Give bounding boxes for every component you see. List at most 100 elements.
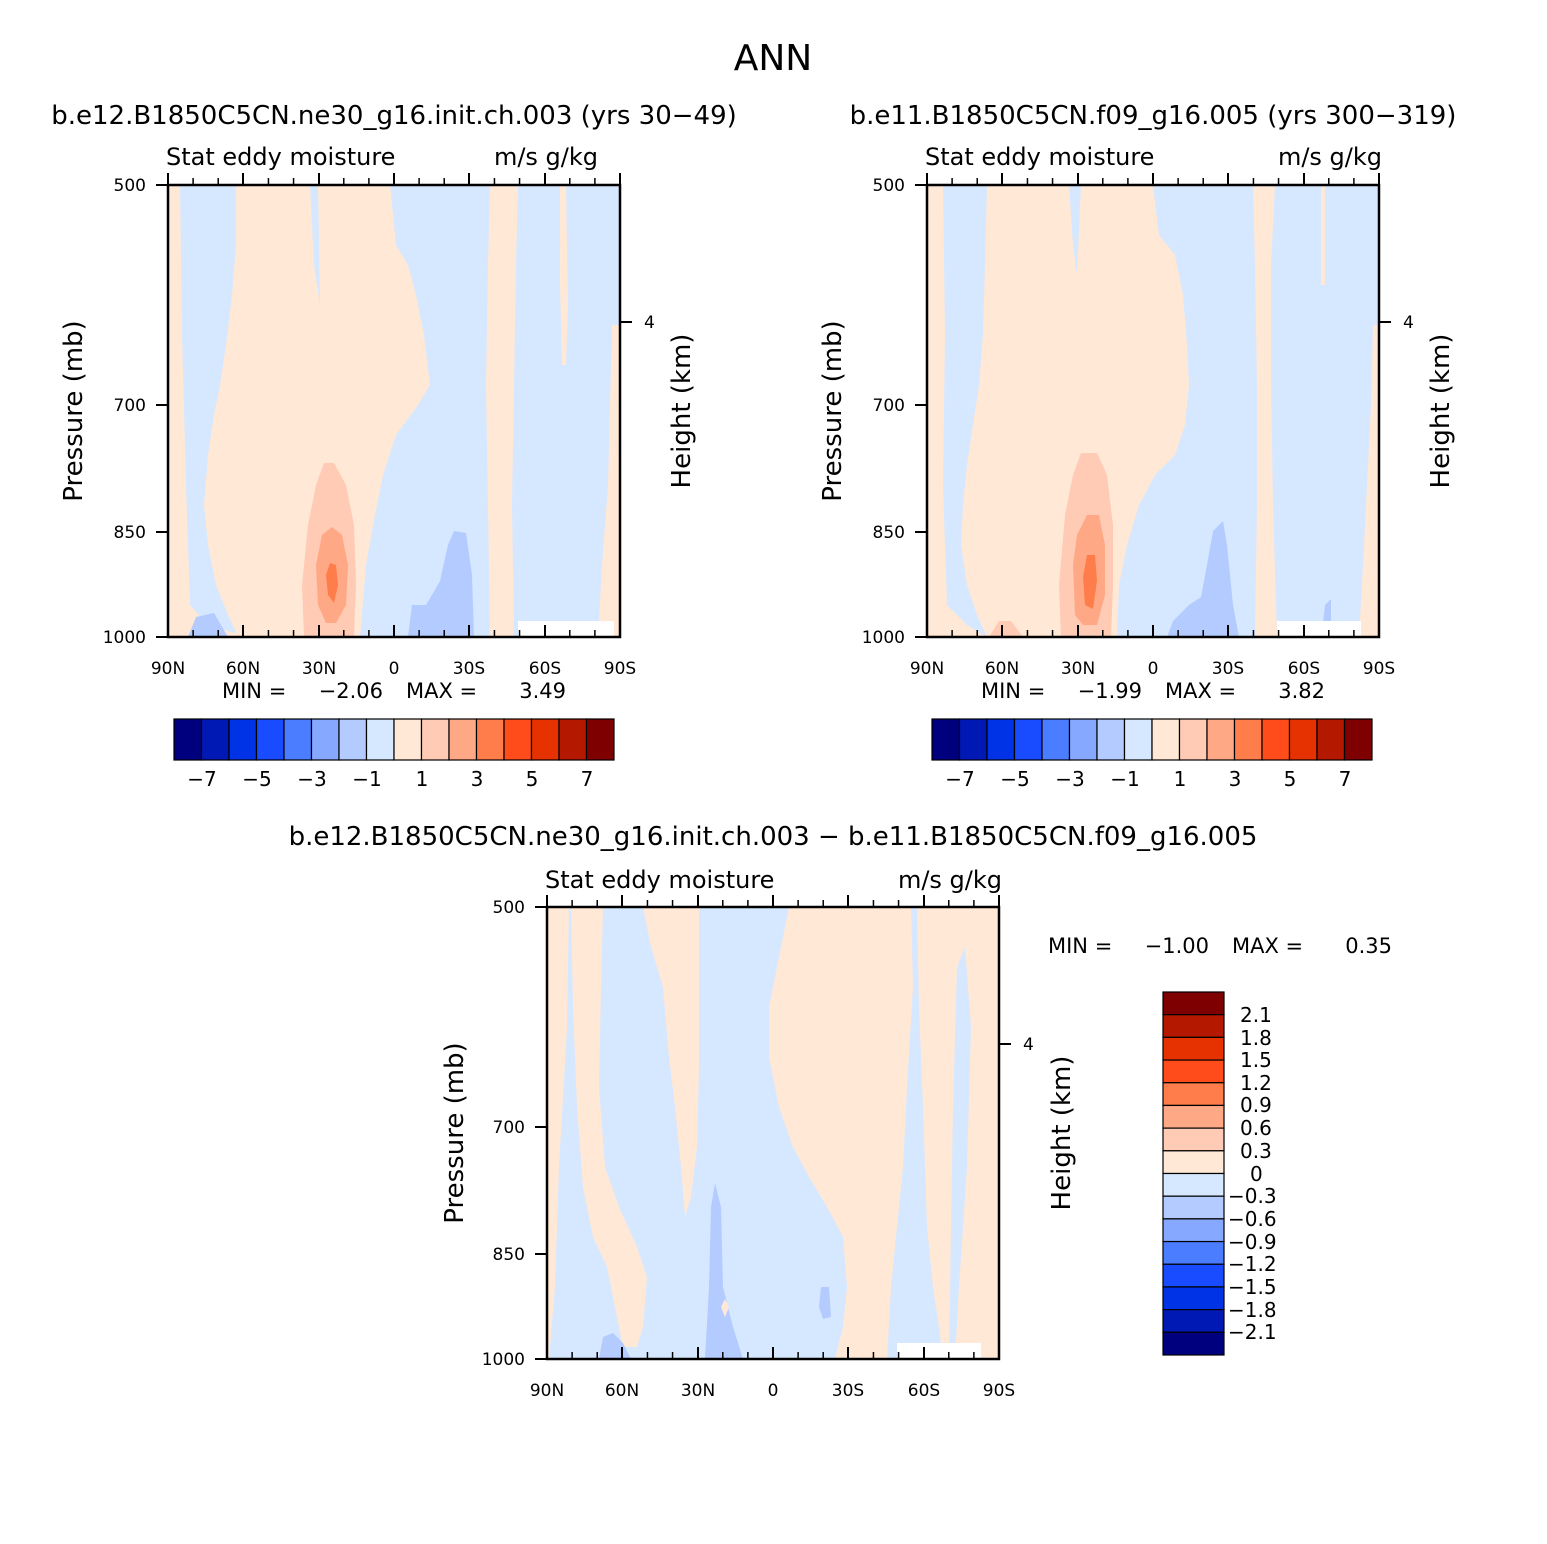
panel-1-xtick-label: 30S (453, 659, 485, 679)
panel-1-plot-area (166, 183, 622, 639)
panel-2-max-value: 3.82 (1278, 679, 1325, 703)
panel-2-minmax: MIN = −1.99 MAX = 3.82 (981, 679, 1325, 703)
colorbar-swatch (1162, 1104, 1225, 1129)
panel-3-region-orange-south-main (769, 907, 913, 1359)
main-title: ANN (734, 38, 813, 79)
panel-2-region-blue2-subtropics (1167, 521, 1239, 637)
colorbar-swatch (1162, 1059, 1225, 1084)
colorbar-swatch (1162, 1218, 1225, 1243)
panel-2-xtick-label: 90S (1363, 659, 1395, 679)
panel-2-xtick-label: 30N (1061, 659, 1095, 679)
panel-1-region-orange-left (168, 185, 248, 637)
panel-3-right-ytick-label: 4 (1023, 1035, 1034, 1055)
panel-2-xtick-label: 60S (1288, 659, 1320, 679)
colorbar-swatch (1068, 718, 1098, 761)
panel-1-colorbar-label: −7 (187, 767, 216, 791)
panel-3-plot-area (545, 905, 1001, 1361)
colorbar-swatch (1162, 1082, 1225, 1107)
panel-1-region-blue2-subtropics (408, 531, 474, 637)
panel-3-min-value: −1.00 (1145, 934, 1209, 958)
panel-3-region-blue2-20n (705, 1183, 743, 1359)
colorbar-swatch (475, 718, 505, 761)
colorbar-swatch (338, 718, 368, 761)
panel-3-colorbar-label: −0.3 (1228, 1184, 1277, 1208)
panel-3-xtick-label: 90S (983, 1381, 1015, 1401)
panel-1-region-orange-south-edge (598, 325, 620, 637)
panel-1-ytick-label: 850 (114, 523, 146, 543)
panel-3-xtick-label: 60N (605, 1381, 639, 1401)
panel-1-missing-data (518, 621, 614, 637)
panel-3-region-orange-spot (721, 1299, 729, 1317)
panel-2-right-ytick-label: 4 (1403, 313, 1414, 333)
panel-3-ytick-label: 700 (493, 1118, 525, 1138)
panel-1-ylabel: Pressure (mb) (59, 320, 89, 501)
panel-1-right-ytick-label: 4 (644, 313, 655, 333)
panel-2-colorbar-label: −5 (1000, 767, 1029, 791)
panel-2-xtick-label: 30S (1212, 659, 1244, 679)
panel-3-colorbar-label: −1.2 (1228, 1252, 1277, 1276)
colorbar-swatch (1316, 718, 1346, 761)
colorbar-swatch (1288, 718, 1318, 761)
panel-3-min-label: MIN = (1048, 934, 1112, 958)
colorbar-swatch (530, 718, 560, 761)
panel-2-ylabel: Pressure (mb) (818, 320, 848, 501)
panel-2-right-string: m/s g/kg (1278, 143, 1382, 171)
panel-1-max-value: 3.49 (519, 679, 566, 703)
colorbar-swatch (173, 718, 203, 761)
colorbar-swatch (1178, 718, 1208, 761)
panel-1-region-orange-main (204, 185, 430, 637)
panel-3-ylabel: Pressure (mb) (440, 1042, 470, 1223)
colorbar-swatch (958, 718, 988, 761)
panel-1-max-label: MAX = (406, 679, 477, 703)
panel-2-x-ticks (915, 173, 1391, 638)
colorbar-swatch (1123, 718, 1153, 761)
colorbar-swatch (1162, 1331, 1225, 1356)
panel-1-region-orange-narrow-60s (486, 185, 518, 637)
panel-3-colorbar (1162, 991, 1225, 1356)
panel-2-xtick-label: 90N (910, 659, 944, 679)
panel-3-ytick-label: 850 (493, 1245, 525, 1265)
panel-1-xtick-label: 60S (529, 659, 561, 679)
panel-2-region-orange-main (961, 185, 1189, 637)
panel-3-colorbar-label: −2.1 (1228, 1320, 1277, 1344)
panel-3-xtick-label: 30N (681, 1381, 715, 1401)
panel-2-min-value: −1.99 (1078, 679, 1142, 703)
panel-2-region-blue2-patch (1323, 599, 1331, 623)
panel-2-colorbar-label: 3 (1229, 767, 1242, 791)
minor-ticks (192, 178, 596, 637)
panel-1-region-orange4-core (326, 563, 338, 603)
panel-3-xtick-label: 0 (768, 1381, 779, 1401)
colorbar-swatch (448, 718, 478, 761)
panel-3-region-orange-60n-band (571, 907, 647, 1347)
panel-2-colorbar (931, 718, 1373, 761)
panel-2-region-orange4-core (1083, 555, 1097, 609)
colorbar-swatch (1162, 1195, 1225, 1220)
panel-2-colorbar-label: −1 (1110, 767, 1139, 791)
panel-3-colorbar-label: 0.9 (1240, 1093, 1272, 1117)
panel-3-region-blue2-20s (819, 1287, 831, 1319)
colorbar-swatch (255, 718, 285, 761)
panel-3-title: b.e12.B1850C5CN.ne30_g16.init.ch.003 − b… (289, 822, 1258, 852)
panel-2-region-orange-left (927, 185, 987, 637)
colorbar-swatch (200, 718, 230, 761)
panel-3-ytick-label: 1000 (482, 1350, 525, 1370)
panel-1-x-ticks (156, 173, 632, 638)
panel-3-max-value: 0.35 (1345, 934, 1392, 958)
panel-3-xtick-label: 60S (908, 1381, 940, 1401)
panel-2-ytick-label: 500 (873, 176, 905, 196)
panel-2-ytick-label: 700 (873, 396, 905, 416)
panel-1-xtick-label: 90S (604, 659, 636, 679)
panel-1-min-label: MIN = (222, 679, 286, 703)
panel-1-xtick-label: 30N (302, 659, 336, 679)
colorbar-swatch (1343, 718, 1373, 761)
panel-1-xtick-label: 0 (389, 659, 400, 679)
panel-3-colorbar-label: 1.8 (1240, 1026, 1272, 1050)
minor-ticks (951, 178, 1355, 637)
panel-1-title: b.e12.B1850C5CN.ne30_g16.init.ch.003 (yr… (51, 101, 737, 131)
panel-2-missing-data (1277, 621, 1361, 637)
panel-1-ytick-label: 500 (114, 176, 146, 196)
panel-1-xtick-label: 90N (151, 659, 185, 679)
panel-3-colorbar-label: 0.3 (1240, 1139, 1272, 1163)
panel-1-region-orange-strip-70s (560, 185, 568, 365)
